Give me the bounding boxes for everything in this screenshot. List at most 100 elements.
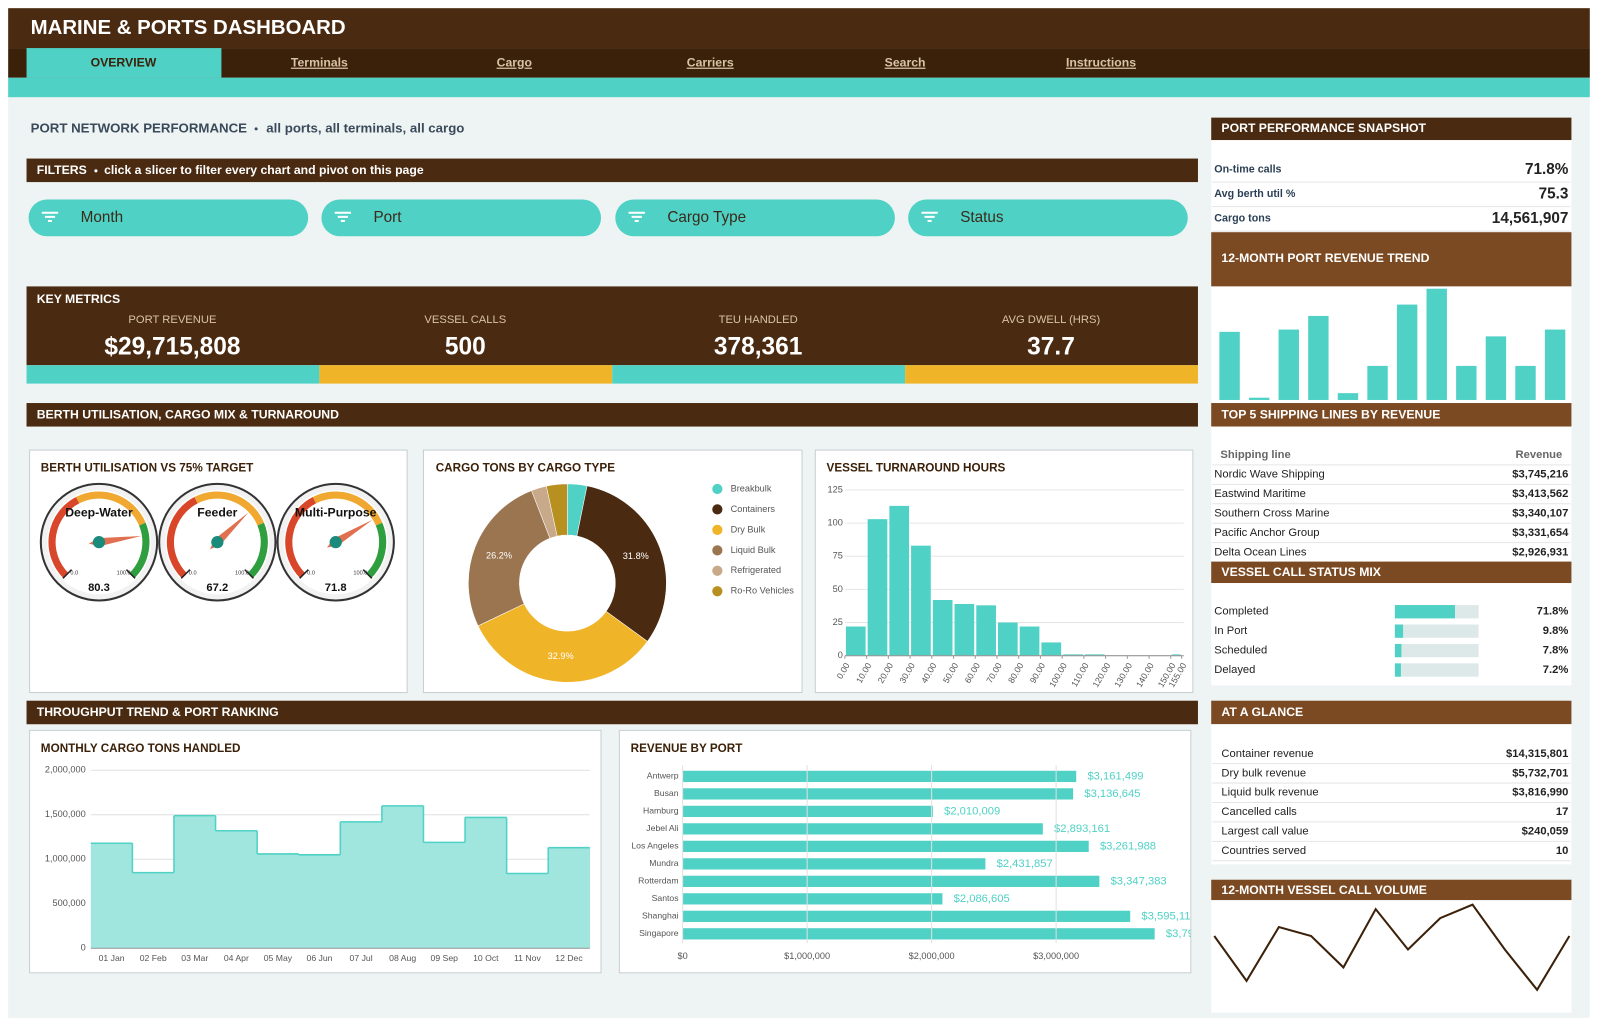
metric-label: AVG DWELL (HRS) — [1002, 314, 1101, 326]
chart-title: REVENUE BY PORT — [631, 742, 744, 755]
glance-label: Countries served — [1221, 845, 1306, 857]
bar — [682, 875, 1100, 887]
gauge-band — [247, 522, 268, 578]
panel-title: AT A GLANCE — [1221, 705, 1303, 719]
section-title: THROUGHPUT TREND & PORT RANKING — [37, 705, 279, 719]
data-label: $3,161,499 — [1087, 770, 1143, 782]
x-tick-label: $1,000,000 — [784, 951, 830, 961]
key-metrics-title: KEY METRICS — [37, 292, 120, 306]
chart-title: 12-MONTH PORT REVENUE TREND — [1221, 251, 1429, 265]
active-tab — [26, 48, 222, 78]
nav-tab[interactable]: Terminals — [291, 56, 348, 70]
gauge-name: Deep-Water — [65, 506, 133, 520]
glance-value: $240,059 — [1522, 826, 1569, 838]
glance-value: 10 — [1556, 845, 1568, 857]
status-label: Delayed — [1214, 664, 1255, 676]
gauge-band — [166, 497, 198, 578]
progress-track — [1394, 643, 1479, 658]
chart-title: CARGO TONS BY CARGO TYPE — [436, 462, 615, 475]
bar — [682, 928, 1155, 940]
table-cell: Nordic Wave Shipping — [1214, 469, 1324, 481]
bar — [682, 910, 1131, 922]
data-label: $2,431,857 — [997, 858, 1053, 870]
donut-slice — [576, 485, 667, 642]
histogram-bar — [867, 519, 888, 656]
metric-value: 500 — [445, 333, 486, 360]
metric-value: 37.7 — [1027, 333, 1075, 360]
snapshot-value: 71.8% — [1525, 161, 1569, 178]
bar — [1544, 329, 1566, 400]
panel-header — [1211, 700, 1572, 725]
snapshot-label: Cargo tons — [1214, 213, 1271, 225]
x-tick-label: $3,000,000 — [1033, 951, 1079, 961]
data-label: $2,893,161 — [1054, 823, 1110, 835]
y-tick-label: Antwerp — [647, 771, 679, 781]
slicer[interactable] — [908, 199, 1188, 237]
nav-tab[interactable]: Carriers — [687, 56, 734, 70]
gauge-hub — [92, 536, 106, 549]
area-step — [381, 805, 424, 949]
y-tick-label: 50 — [833, 584, 843, 594]
separator-dot — [254, 127, 258, 131]
gauge-band — [48, 497, 80, 578]
nav-tab[interactable]: Instructions — [1066, 56, 1136, 70]
filter-title: FILTERS — [37, 163, 87, 177]
gauge-band — [312, 491, 383, 526]
status-label: Scheduled — [1214, 645, 1267, 657]
x-tick-label: 08 Aug — [389, 953, 416, 963]
y-tick-label: Singapore — [639, 928, 679, 938]
slicer-label[interactable]: Month — [81, 209, 124, 226]
bar — [1248, 397, 1270, 400]
chart-title: 12-MONTH VESSEL CALL VOLUME — [1221, 883, 1427, 897]
glance-label: Container revenue — [1221, 748, 1313, 760]
nav-tab[interactable]: Cargo — [497, 56, 532, 70]
slicer[interactable] — [28, 199, 309, 237]
area-step — [215, 830, 258, 949]
nav-tab[interactable]: OVERVIEW — [91, 56, 157, 70]
slicer-label[interactable]: Status — [960, 209, 1004, 226]
legend-label: Breakbulk — [731, 483, 772, 493]
gauge-tick-label: 100.0 — [353, 570, 367, 576]
bar — [682, 788, 1074, 800]
table-cell: Southern Cross Marine — [1214, 507, 1329, 519]
gauge-band — [194, 491, 265, 526]
area-step — [340, 821, 383, 949]
chart-title: VESSEL CALL STATUS MIX — [1221, 565, 1381, 579]
progress-bar — [1394, 663, 1401, 677]
bar — [1485, 336, 1507, 400]
panel — [1211, 286, 1572, 404]
gauge-band — [366, 522, 387, 578]
bar — [1426, 288, 1447, 400]
slicer-label[interactable]: Cargo Type — [667, 209, 746, 226]
nav-tab[interactable]: Search — [885, 56, 926, 70]
bar — [682, 893, 943, 905]
histogram-bar — [1171, 654, 1181, 656]
data-label: $3,136,645 — [1084, 788, 1140, 800]
page-subtitle: all ports, all terminals, all cargo — [266, 120, 464, 135]
bar — [682, 858, 986, 870]
slicer[interactable] — [321, 199, 602, 237]
legend-label: Ro-Ro Vehicles — [731, 586, 795, 596]
gauge-hub — [329, 536, 342, 549]
y-tick-label: Busan — [654, 788, 679, 798]
y-tick-label: Santos — [652, 893, 680, 903]
area-step — [548, 847, 591, 949]
glance-value: $3,816,990 — [1512, 787, 1568, 799]
filter-bar — [26, 158, 1198, 183]
area-step — [132, 872, 175, 949]
gauge-band — [285, 497, 317, 578]
slicer[interactable] — [615, 199, 895, 237]
y-tick-label: 0 — [81, 943, 86, 953]
legend-label: Containers — [731, 504, 776, 514]
data-label: $3,261,988 — [1100, 840, 1156, 852]
area-step — [506, 873, 549, 949]
slicer-label[interactable]: Port — [373, 209, 402, 226]
bar — [1278, 329, 1299, 400]
progress-track — [1394, 663, 1479, 677]
bar — [1308, 315, 1329, 400]
x-tick-label: 04 Apr — [224, 953, 249, 963]
table-cell: Delta Ocean Lines — [1214, 546, 1307, 558]
section-bar — [26, 700, 1198, 725]
metric-strip — [612, 365, 906, 384]
